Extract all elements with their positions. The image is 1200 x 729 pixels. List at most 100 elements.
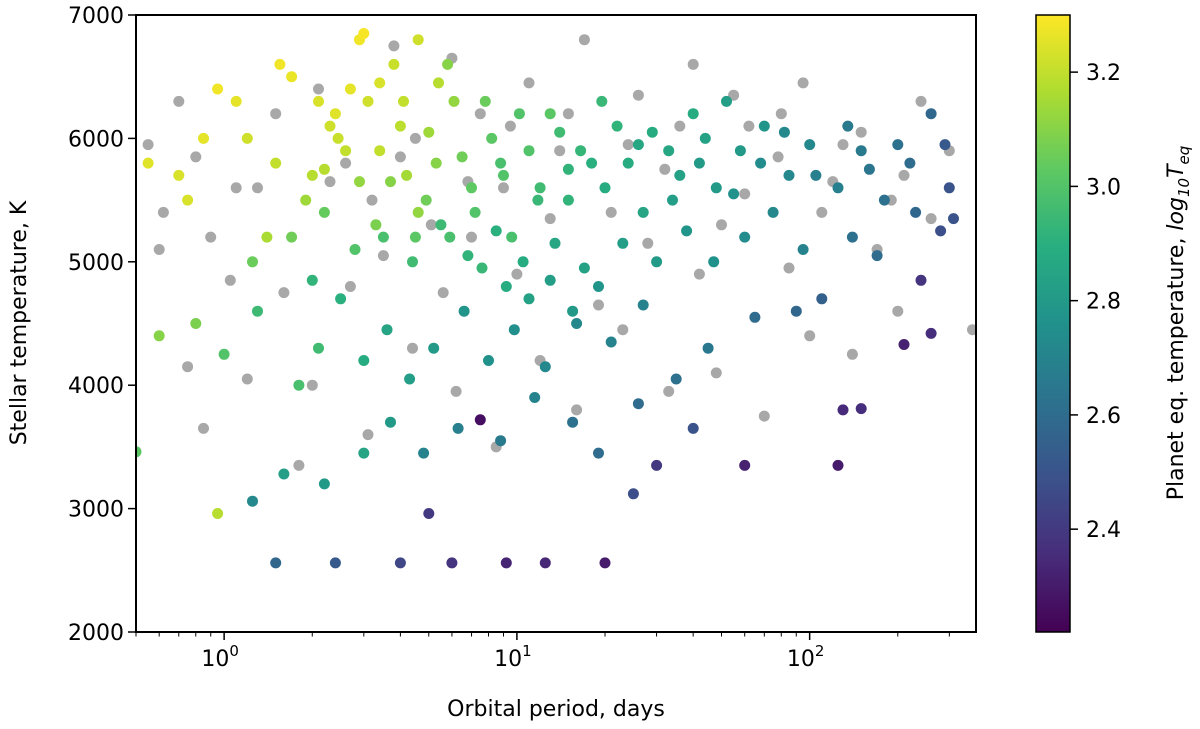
colored-point [611,120,623,132]
colored-point [513,108,525,120]
colored-point [306,169,318,181]
colored-point [420,194,432,206]
gray-point [605,206,617,218]
colored-point [544,108,556,120]
colored-point [575,145,587,157]
colored-point [274,58,286,70]
colored-point [539,361,551,373]
gray-point [437,287,449,299]
colored-point [617,237,629,249]
y-tick-label: 6000 [68,127,124,152]
x-tick-label: 102 [787,642,825,672]
colored-point [212,83,224,95]
gray-point [617,324,629,336]
gray-point [425,219,437,231]
gray-point [142,139,154,151]
y-tick-label: 3000 [68,498,124,523]
colored-point [567,305,579,317]
colored-point [734,145,746,157]
colored-point [423,126,435,138]
colored-point [517,256,529,268]
colored-point [469,206,481,218]
colored-point [385,176,396,188]
colored-point [313,95,324,107]
gray-point [344,281,356,292]
plot-frame [135,14,977,633]
y-axis-label: Stellar temperature, K [7,200,32,445]
gray-point [578,34,590,46]
colored-point [667,194,678,206]
gray-point [190,151,202,163]
gray-point [622,139,634,151]
gray-point [915,95,927,107]
colored-point [506,231,518,243]
gray-point [659,163,671,175]
gray-point [182,361,194,373]
colored-point [318,478,330,490]
colored-point [198,132,209,144]
colorbar-tick-label: 2.4 [1086,518,1121,543]
colored-point [374,77,386,89]
gray-point [710,367,722,379]
colored-point [444,231,456,243]
y-tick-label: 5000 [68,251,124,276]
colored-point [593,281,604,292]
colored-point [915,274,927,286]
colored-point [412,34,424,46]
colored-point [578,262,590,274]
gray-point [775,108,787,120]
colored-point [663,145,675,157]
colored-point [816,293,828,305]
colored-point [605,336,617,348]
colored-point [190,318,202,329]
colored-point [329,108,341,120]
colored-point [218,348,230,360]
colorbar-label: Planet eq. temperature, log10Teq [1164,146,1193,501]
colored-point [755,157,767,169]
colored-point [790,305,802,317]
gray-point [466,231,477,243]
colored-point [286,231,298,243]
colored-point [247,256,258,268]
colored-point [739,231,751,243]
gray-point [409,132,421,144]
colored-point [871,250,883,262]
colored-point [442,58,454,70]
x-tick-label: 101 [494,642,532,672]
colored-point [458,305,470,317]
gray-point [498,182,509,194]
colored-point [778,126,790,138]
colored-point [797,244,809,255]
y-tick-label: 4000 [68,374,124,399]
gray-point [198,422,209,434]
colored-point [687,108,699,120]
gray-point [837,139,849,151]
colored-point [483,355,494,366]
colored-point [637,299,649,311]
gray-point [642,237,654,249]
gray-point [783,262,795,274]
gray-point [511,268,523,280]
colored-point [534,182,546,194]
colored-point [430,157,442,169]
colorbar-axis: 2.4 2.6 2.8 3.0 3.2 [1070,61,1121,543]
colored-point [358,355,370,366]
colored-point [270,157,282,169]
colored-point [837,404,849,416]
colorbar-tick-label: 2.6 [1086,404,1121,429]
colored-point [495,435,507,447]
colored-point [627,488,639,500]
gray-point [967,324,976,336]
gray-point [804,330,816,342]
colored-point [739,459,751,471]
gray-point [504,120,516,132]
colored-point [549,237,561,249]
gray-point [693,268,705,280]
colored-point [783,169,795,181]
colored-point [855,403,867,415]
x-axis-label: Orbital period, days [447,697,665,722]
colored-point [562,163,574,175]
colored-point [428,342,440,354]
colored-point [136,446,142,458]
